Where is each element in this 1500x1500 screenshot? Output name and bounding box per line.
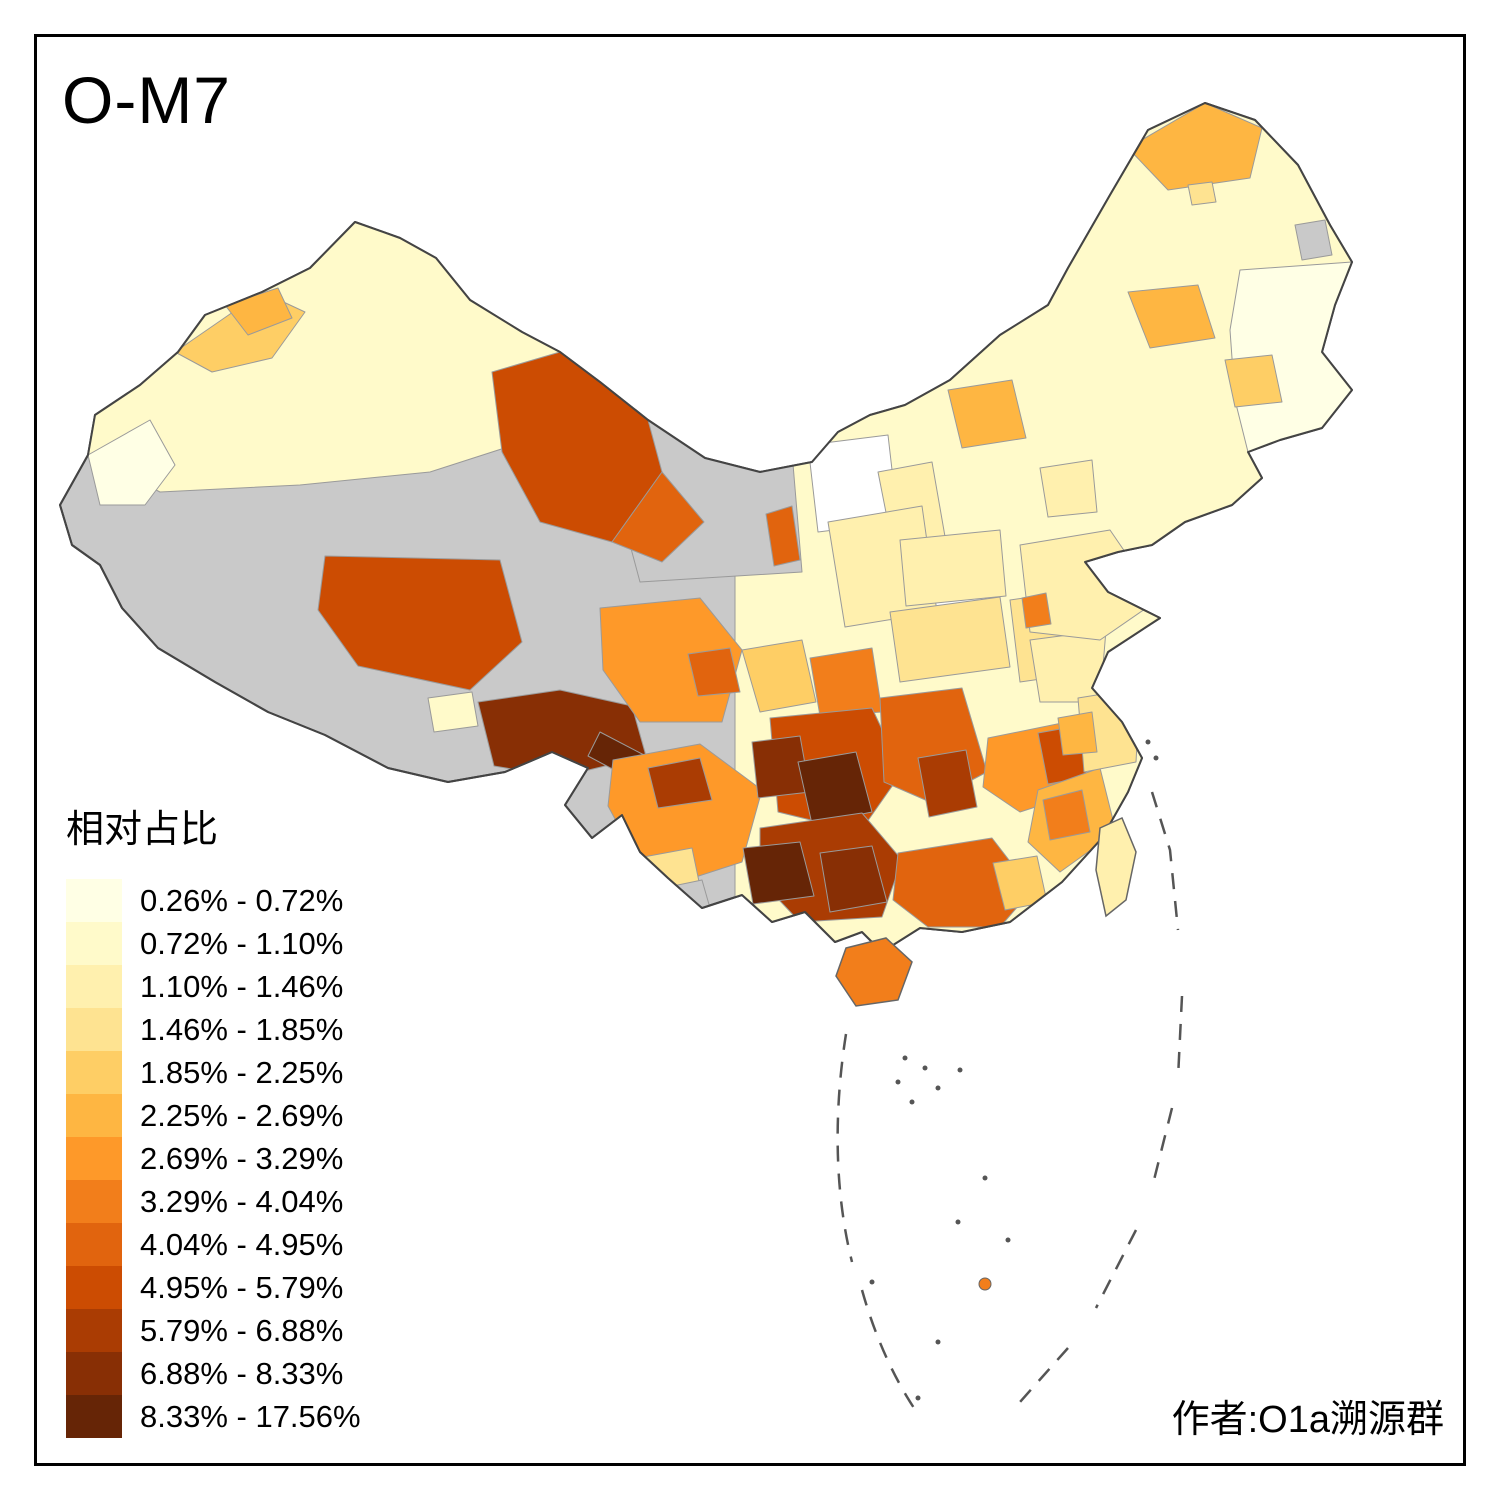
legend-swatch <box>66 1008 122 1051</box>
legend-swatch <box>66 1137 122 1180</box>
legend-items: 0.26% - 0.72% 0.72% - 1.10% 1.10% - 1.46% 1… <box>66 879 361 1438</box>
legend-label: 1.10% - 1.46% <box>140 968 344 1004</box>
page-title: O-M7 <box>62 63 231 137</box>
legend-swatch <box>66 965 122 1008</box>
region-zhejiang-spot <box>1057 711 1098 756</box>
region-qinghai-west <box>317 555 523 691</box>
legend-label: 1.46% - 1.85% <box>140 1011 344 1047</box>
plot-frame <box>34 34 1466 1466</box>
legend-swatch <box>66 879 122 922</box>
region-guangxi-dark <box>819 845 888 913</box>
legend-label: 8.33% - 17.56% <box>140 1398 361 1434</box>
legend-item: 3.29% - 4.04% <box>66 1180 361 1223</box>
legend-label: 5.79% - 6.88% <box>140 1312 344 1348</box>
region-xinjiang-west <box>87 419 176 506</box>
region-hunan-dark <box>917 749 978 818</box>
region-hainan-island <box>835 937 913 1007</box>
legend-item: 8.33% - 17.56% <box>66 1395 361 1438</box>
legend-swatch <box>66 1266 122 1309</box>
legend-item: 1.46% - 1.85% <box>66 1008 361 1051</box>
legend-label: 3.29% - 4.04% <box>140 1183 344 1219</box>
legend-item: 2.25% - 2.69% <box>66 1094 361 1137</box>
region-qinghai-pale <box>427 691 479 733</box>
region-ningxia <box>765 505 801 567</box>
region-chongqing <box>809 647 883 717</box>
legend-label: 4.95% - 5.79% <box>140 1269 344 1305</box>
legend-swatch <box>66 1180 122 1223</box>
legend-swatch <box>66 1051 122 1094</box>
legend-label: 2.69% - 3.29% <box>140 1140 344 1176</box>
nine-dash-line <box>836 791 1184 1415</box>
region-hubei <box>889 596 1011 683</box>
region-chengdu <box>741 639 817 713</box>
region-sansha-island <box>978 1277 992 1291</box>
attribution-text: 作者:O1a溯源群 <box>1171 1399 1444 1441</box>
region-yunnan-dark <box>647 757 713 809</box>
region-im-east <box>947 379 1027 449</box>
legend-swatch <box>66 1309 122 1352</box>
legend-swatch <box>66 1395 122 1438</box>
legend-swatch <box>66 1223 122 1266</box>
legend-label: 4.04% - 4.95% <box>140 1226 344 1262</box>
region-guizhou-darkest <box>797 751 873 825</box>
legend-label: 0.72% - 1.10% <box>140 925 344 961</box>
legend-item: 0.26% - 0.72% <box>66 879 361 922</box>
legend-item: 2.69% - 3.29% <box>66 1137 361 1180</box>
region-northeast <box>1229 261 1352 453</box>
region-ne-gray <box>1294 219 1333 261</box>
legend-swatch <box>66 922 122 965</box>
legend-title: 相对占比 <box>66 809 219 851</box>
legend-item: 0.72% - 1.10% <box>66 922 361 965</box>
legend-item: 1.10% - 1.46% <box>66 965 361 1008</box>
legend-item: 5.79% - 6.88% <box>66 1309 361 1352</box>
legend-item: 4.95% - 5.79% <box>66 1266 361 1309</box>
region-henan <box>899 529 1007 607</box>
region-mohe <box>1127 103 1263 191</box>
region-shandong-spot <box>1021 592 1052 629</box>
legend-label: 1.85% - 2.25% <box>140 1054 344 1090</box>
legend-item: 6.88% - 8.33% <box>66 1352 361 1395</box>
legend-swatch <box>66 1352 122 1395</box>
china-border <box>59 102 1353 953</box>
legend-item: 1.85% - 2.25% <box>66 1051 361 1094</box>
region-guangxi-darkest <box>742 841 815 905</box>
region-sichuan-spot <box>687 647 741 697</box>
region-taiwan-island <box>1095 816 1137 918</box>
legend-item: 4.04% - 4.95% <box>66 1223 361 1266</box>
region-jilin <box>1224 354 1283 408</box>
legend-label: 6.88% - 8.33% <box>140 1355 344 1391</box>
legend-swatch <box>66 1094 122 1137</box>
small-islands <box>869 739 1159 1401</box>
region-gansu-tail <box>611 471 705 563</box>
legend-label: 0.26% - 0.72% <box>140 882 344 918</box>
region-nenjiang <box>1187 181 1217 206</box>
legend: 相对占比 0.26% - 0.72% 0.72% - 1.10% 1.10% - 1… <box>66 798 361 1438</box>
legend-label: 2.25% - 2.69% <box>140 1097 344 1133</box>
region-yunnan <box>607 743 763 883</box>
region-beijing <box>1039 459 1098 518</box>
region-fujian-spot <box>1042 789 1091 841</box>
region-harbin <box>1127 284 1216 349</box>
